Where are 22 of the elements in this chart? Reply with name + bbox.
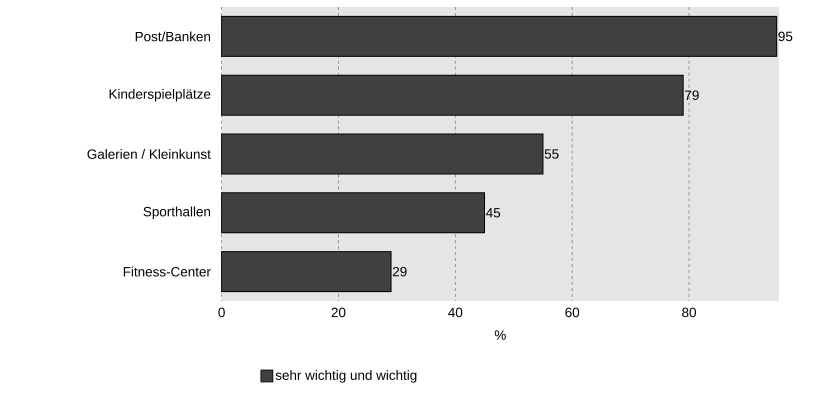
data-label: 95 — [778, 32, 792, 42]
bar — [221, 74, 684, 116]
x-tick-label: 80 — [682, 308, 696, 318]
data-label: 79 — [685, 90, 699, 100]
x-tick-label: 0 — [218, 308, 225, 318]
legend-label: sehr wichtig und wichtig — [276, 370, 416, 383]
y-tick-label: Kinderspielplätze — [110, 88, 210, 102]
x-axis-title: % — [494, 330, 506, 340]
x-tick-label: 20 — [332, 308, 346, 318]
x-tick-label: 40 — [448, 308, 462, 318]
bar — [221, 192, 486, 234]
y-tick-label: Fitness-Center — [124, 266, 211, 277]
data-label: 29 — [392, 266, 407, 276]
data-label: 45 — [486, 208, 500, 218]
bar — [221, 16, 778, 57]
y-tick-label: Galerien / Kleinkunst — [87, 149, 211, 159]
y-tick-label: Sporthallen — [143, 206, 210, 220]
bar — [221, 134, 544, 175]
data-label: 55 — [544, 149, 559, 159]
y-tick-label: Post/Banken — [136, 31, 210, 42]
bar — [221, 251, 392, 292]
x-tick-label: 60 — [565, 308, 580, 318]
